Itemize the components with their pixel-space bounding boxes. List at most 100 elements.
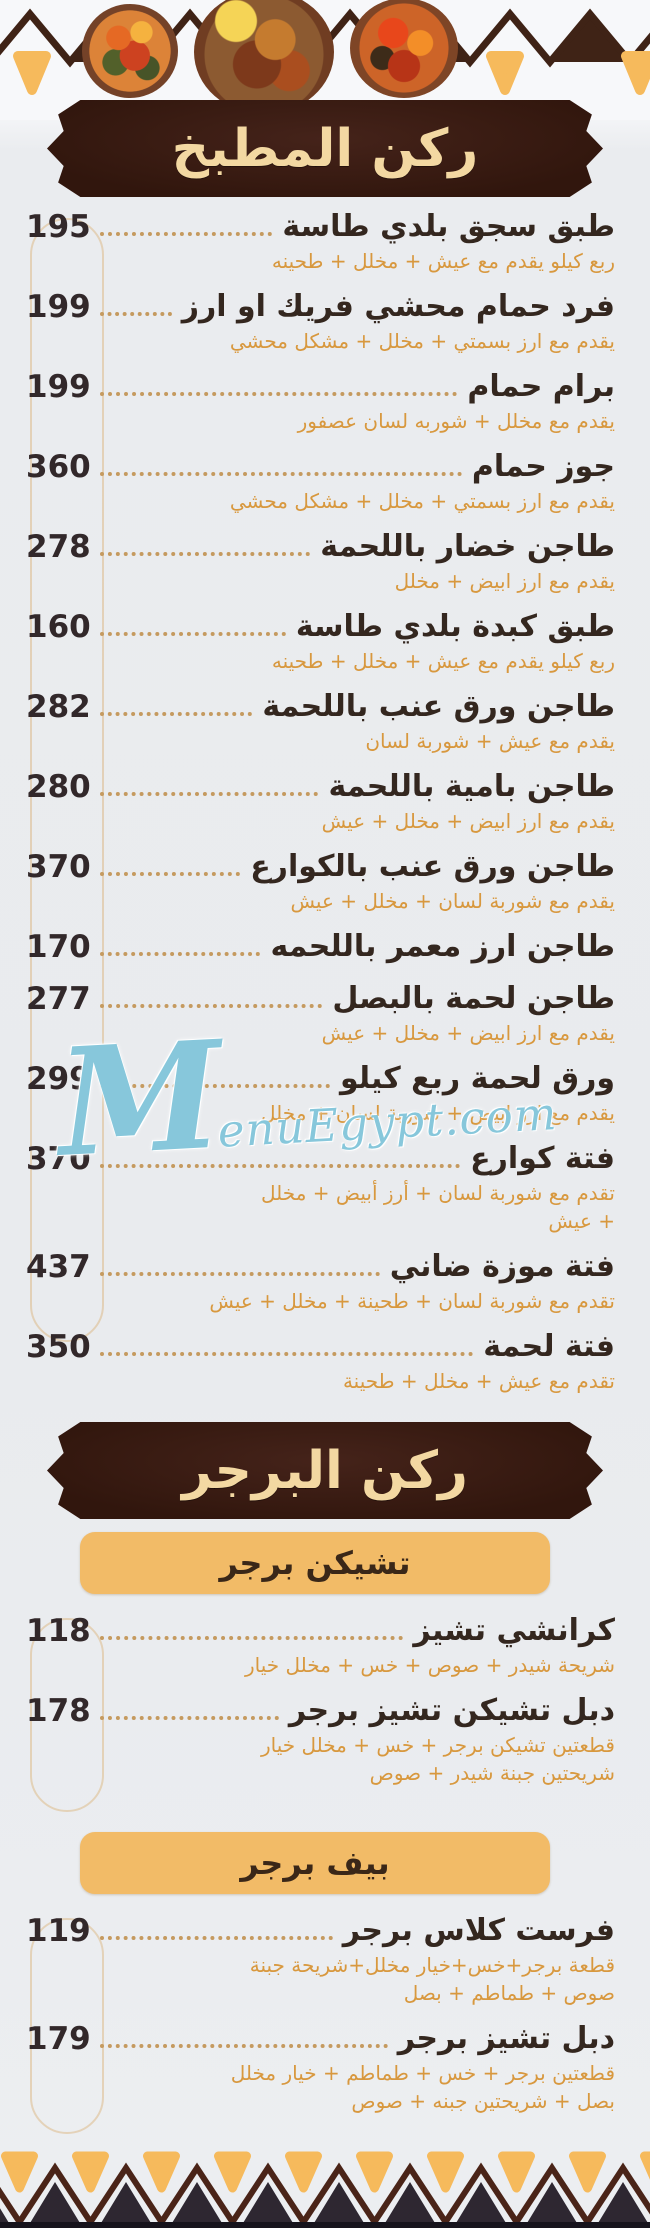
item-price: 280	[26, 769, 91, 805]
section-title-burger: ركن البرجر	[182, 1440, 468, 1501]
menu-item-row: طبق سجق بلدي طاسة 195 ربع كيلو يقدم مع ع…	[26, 208, 615, 274]
item-description: ربع كيلو يقدم مع عيش + مخلل + طحينه	[26, 648, 615, 674]
menu-item-row: طاجن لحمة بالبصل 277 يقدم مع ارز ابيض + …	[26, 980, 615, 1046]
top-zigzag-border	[0, 0, 650, 120]
subsection-header-chicken-burger: تشيكن برجر	[80, 1532, 550, 1594]
dotted-leader	[100, 712, 253, 716]
item-description-line: يقدم مع ارز بسمتي + مخلل + مشكل محشي	[229, 489, 615, 513]
item-name: دبل تشيكن تشيز برجر	[288, 1693, 615, 1728]
item-description-line: تقدم مع شوربة لسان + طحينة + مخلل + عيش	[209, 1289, 615, 1313]
menu-item-title-line: فرست كلاس برجر 119	[26, 1912, 615, 1950]
menu-item-title-line: فتة كوارع 370	[26, 1140, 615, 1178]
section-title-kitchen: ركن المطبخ	[171, 118, 479, 179]
item-price: 299	[26, 1061, 91, 1097]
item-description: يقدم مع ارز ابيض + شوربة لسان + مخلل	[26, 1100, 615, 1126]
menu-item-row: فتة موزة ضاني 437 تقدم مع شوربة لسان + ط…	[26, 1248, 615, 1314]
bottom-zigzag-pattern	[0, 2151, 650, 2228]
dotted-leader	[100, 1164, 461, 1168]
item-description: يقدم مع عيش + شوربة لسان	[26, 728, 615, 754]
menu-item-title-line: كرانشي تشيز 118	[26, 1612, 615, 1650]
menu-item-row: فتة لحمة 350 تقدم مع عيش + مخلل + طحينة	[26, 1328, 615, 1394]
subsection-label: بيف برجر	[240, 1844, 390, 1882]
menu-item-title-line: دبل تشيز برجر 179	[26, 2020, 615, 2058]
item-description: يقدم مع ارز بسمتي + مخلل + مشكل محشي	[26, 488, 615, 514]
item-description-line: بصل + شريحتين جبنه + صوص	[351, 2089, 615, 2113]
item-description: يقدم مع ارز ابيض + مخلل + عيش	[26, 1020, 615, 1046]
menu-item-row: طاجن بامية باللحمة 280 يقدم مع ارز ابيض …	[26, 768, 615, 834]
menu-item-title-line: فتة موزة ضاني 437	[26, 1248, 615, 1286]
item-description-line: تقدم مع شوربة لسان + أرز أبيض + مخلل	[261, 1181, 615, 1205]
dotted-leader	[100, 1004, 323, 1008]
item-description-line: يقدم مع مخلل + شوربه لسان عصفور	[297, 409, 615, 433]
food-bowl-photo-center	[194, 0, 334, 114]
menu-item-title-line: طبق كبدة بلدي طاسة 160	[26, 608, 615, 646]
dotted-leader	[100, 2044, 388, 2048]
dotted-leader	[100, 392, 458, 396]
item-price: 199	[26, 369, 91, 405]
item-name: طاجن ورق عنب بالكوارع	[250, 849, 615, 884]
section-banner-burger: ركن البرجر	[47, 1422, 603, 1519]
item-price: 370	[26, 1141, 91, 1177]
menu-item-row: طاجن ورق عنب بالكوارع 370 يقدم مع شوربة …	[26, 848, 615, 914]
item-price: 160	[26, 609, 91, 645]
item-description-line: يقدم مع ارز ابيض + مخلل + عيش	[321, 1021, 615, 1045]
item-name: كرانشي تشيز	[413, 1613, 615, 1648]
item-price: 118	[26, 1613, 91, 1649]
menu-item-title-line: دبل تشيكن تشيز برجر 178	[26, 1692, 615, 1730]
chicken-burger-items-list: كرانشي تشيز 118 شريحة شيدر + صوص + خس + …	[0, 1600, 650, 1800]
item-price: 360	[26, 449, 91, 485]
item-name: برام حمام	[467, 369, 615, 404]
food-bowl-photo-left	[82, 4, 178, 98]
dotted-leader	[100, 1716, 279, 1720]
section-banner-kitchen: ركن المطبخ	[47, 100, 603, 197]
item-name: فتة لحمة	[483, 1329, 615, 1364]
item-name: جوز حمام	[471, 449, 615, 484]
item-description: تقدم مع شوربة لسان + أرز أبيض + مخلل + عي…	[26, 1180, 615, 1234]
menu-item-row: دبل تشيكن تشيز برجر 178 قطعتين تشيكن برج…	[26, 1692, 615, 1786]
menu-item-title-line: برام حمام 199	[26, 368, 615, 406]
dotted-leader	[100, 952, 261, 956]
item-description: ربع كيلو يقدم مع عيش + مخلل + طحينه	[26, 248, 615, 274]
menu-item-row: جوز حمام 360 يقدم مع ارز بسمتي + مخلل + …	[26, 448, 615, 514]
price-column-ornament	[30, 1618, 104, 1812]
menu-item-row: دبل تشيز برجر 179 قطعتين برجر + خس + طما…	[26, 2020, 615, 2114]
item-description: قطعتين تشيكن برجر + خس + مخلل خيار شريحتي…	[26, 1732, 615, 1786]
item-description-line: يقدم مع ارز ابيض + مخلل + عيش	[321, 809, 615, 833]
item-description-line: ربع كيلو يقدم مع عيش + مخلل + طحينه	[271, 249, 615, 273]
item-description-line: يقدم مع ارز ابيض + مخلل	[394, 569, 615, 593]
item-price: 195	[26, 209, 91, 245]
dotted-leader	[100, 1636, 404, 1640]
menu-item-title-line: طبق سجق بلدي طاسة 195	[26, 208, 615, 246]
item-description-line: قطعتين برجر + خس + طماطم + خيار مخلل	[230, 2061, 615, 2085]
item-name: طاجن خضار باللحمة	[320, 529, 615, 564]
item-price: 437	[26, 1249, 91, 1285]
menu-item-title-line: فتة لحمة 350	[26, 1328, 615, 1366]
dotted-leader	[100, 232, 273, 236]
food-bowl-photo-right	[350, 0, 458, 98]
item-price: 199	[26, 289, 91, 325]
menu-item-row: طاجن خضار باللحمة 278 يقدم مع ارز ابيض +…	[26, 528, 615, 594]
item-price: 370	[26, 849, 91, 885]
item-description: يقدم مع مخلل + شوربه لسان عصفور	[26, 408, 615, 434]
item-description-line: قطعة برجر+خس+خيار مخلل+شريحة جبنة	[249, 1953, 615, 1977]
item-name: طاجن بامية باللحمة	[328, 769, 615, 804]
menu-item-title-line: طاجن ورق عنب بالكوارع 370	[26, 848, 615, 886]
menu-item-title-line: طاجن ورق عنب باللحمة 282	[26, 688, 615, 726]
dotted-leader	[100, 1352, 474, 1356]
item-name: طاجن ورق عنب باللحمة	[262, 689, 615, 724]
menu-item-title-line: طاجن خضار باللحمة 278	[26, 528, 615, 566]
item-name: فتة كوارع	[470, 1141, 615, 1176]
item-name: فرد حمام محشي فريك او ارز	[181, 289, 615, 324]
item-price: 350	[26, 1329, 91, 1365]
price-column-ornament	[30, 218, 104, 1342]
item-name: دبل تشيز برجر	[397, 2021, 615, 2056]
dotted-leader	[100, 792, 319, 796]
menu-item-row: طبق كبدة بلدي طاسة 160 ربع كيلو يقدم مع …	[26, 608, 615, 674]
menu-item-title-line: طاجن لحمة بالبصل 277	[26, 980, 615, 1018]
subsection-header-beef-burger: بيف برجر	[80, 1832, 550, 1894]
item-description-line: يقدم مع ارز ابيض + شوربة لسان + مخلل	[261, 1101, 615, 1125]
item-description-line: صوص + طماطم + بصل	[403, 1981, 615, 2005]
dotted-leader	[100, 872, 241, 876]
item-description-line: شريحتين جبنة شيدر + صوص	[369, 1761, 615, 1785]
dotted-leader	[100, 472, 462, 476]
